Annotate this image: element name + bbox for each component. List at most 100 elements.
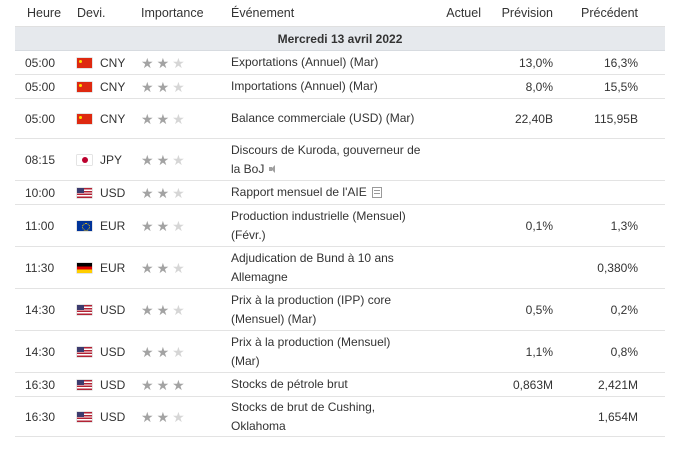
event-row[interactable]: 16:30 USD ★ ★ ★ Stocks de brut de Cushing, Ok… — [15, 397, 665, 437]
event-row[interactable]: 05:00 CNY ★ ★ ★ Importations (Annuel) (Mar) 8,… — [15, 75, 665, 99]
event-name[interactable]: Adjudication de Bund à 10 ans Allemagne — [231, 250, 394, 284]
event-currency: JPY — [100, 152, 123, 167]
event-name[interactable]: Prix à la production (Mensuel) (Mar) — [231, 334, 391, 368]
event-currency: USD — [100, 185, 126, 200]
event-currency: CNY — [100, 79, 126, 94]
event-time: 16:30 — [25, 409, 56, 424]
event-row[interactable]: 14:30 USD ★ ★ ★ Prix à la production (IPP) co… — [15, 289, 665, 331]
event-name[interactable]: Stocks de pétrole brut — [231, 377, 348, 391]
event-row[interactable]: 05:00 CNY ★ ★ ★ Balance commerciale (USD) (Ma… — [15, 99, 665, 139]
event-previous: 115,95B — [594, 111, 638, 126]
star-empty-icon: ★ — [172, 184, 185, 201]
star-filled-icon: ★ — [141, 151, 154, 168]
economic-calendar: Heure Devi. Importance Événement Actuel … — [15, 0, 665, 437]
event-name-cell: Prix à la production (Mensuel) (Mar) — [231, 333, 426, 371]
event-importance: ★ ★ ★ — [141, 410, 231, 424]
event-row[interactable]: 11:30 EUR ★ ★ ★ Adjudication de Bund à 10 ans… — [15, 247, 665, 289]
event-importance: ★ ★ ★ — [141, 219, 231, 233]
star-empty-icon: ★ — [172, 78, 185, 95]
eu-flag-icon — [77, 220, 92, 231]
event-currency-cell: EUR — [75, 219, 141, 233]
event-forecast: 8,0% — [525, 79, 553, 94]
document-icon — [371, 187, 382, 199]
star-filled-icon: ★ — [156, 110, 170, 127]
event-name[interactable]: Prix à la production (IPP) core (Mensuel… — [231, 292, 392, 326]
event-time: 14:30 — [25, 302, 56, 317]
event-previous: 2,421M — [597, 377, 638, 392]
cn-flag-icon — [77, 113, 92, 124]
us-flag-icon — [77, 187, 92, 198]
event-name[interactable]: Rapport mensuel de l'AIE — [231, 185, 367, 199]
event-row[interactable]: 08:15 JPY ★ ★ ★ Discours de Kuroda, gouverneu… — [15, 139, 665, 181]
event-importance: ★ ★ ★ — [141, 378, 231, 392]
event-previous: 0,8% — [610, 344, 638, 359]
star-filled-icon: ★ — [141, 110, 154, 127]
event-currency-cell: JPY — [75, 153, 141, 167]
event-importance: ★ ★ ★ — [141, 186, 231, 200]
event-name[interactable]: Production industrielle (Mensuel) (Févr.… — [231, 208, 406, 242]
event-importance: ★ ★ ★ — [141, 112, 231, 126]
us-flag-icon — [77, 411, 92, 422]
star-filled-icon: ★ — [141, 301, 154, 318]
star-filled-icon: ★ — [156, 408, 170, 425]
star-filled-icon: ★ — [156, 78, 170, 95]
star-filled-icon: ★ — [156, 376, 170, 393]
event-time: 05:00 — [25, 79, 56, 94]
event-row[interactable]: 10:00 USD ★ ★ ★ Rapport mensuel de l'AIE — [15, 181, 665, 205]
event-row[interactable]: 11:00 EUR ★ ★ ★ Production industrielle (Mens… — [15, 205, 665, 247]
event-name-cell: Importations (Annuel) (Mar) — [231, 77, 426, 96]
event-forecast: 22,40B — [514, 111, 553, 126]
event-currency-cell: EUR — [75, 261, 141, 275]
event-name-cell: Stocks de pétrole brut — [231, 375, 426, 394]
event-row[interactable]: 16:30 USD ★ ★ ★ Stocks de pétrole brut 0,863M 2… — [15, 373, 665, 397]
event-currency-cell: USD — [75, 303, 141, 317]
star-filled-icon: ★ — [141, 217, 154, 234]
event-time: 11:30 — [25, 260, 55, 275]
event-currency: EUR — [100, 260, 126, 275]
event-name[interactable]: Discours de Kuroda, gouverneur de la BoJ — [231, 142, 421, 176]
event-name-cell: Adjudication de Bund à 10 ans Allemagne — [231, 249, 426, 287]
star-filled-icon: ★ — [141, 259, 154, 276]
header-importance: Importance — [141, 6, 204, 20]
event-name-cell: Exportations (Annuel) (Mar) — [231, 53, 426, 72]
star-filled-icon: ★ — [156, 259, 170, 276]
star-empty-icon: ★ — [172, 54, 185, 71]
star-empty-icon: ★ — [172, 151, 185, 168]
us-flag-icon — [77, 304, 92, 315]
star-empty-icon: ★ — [172, 217, 185, 234]
event-previous: 1,654M — [597, 409, 638, 424]
event-previous: 1,3% — [610, 218, 638, 233]
event-row[interactable]: 14:30 USD ★ ★ ★ Prix à la production (Mensuel… — [15, 331, 665, 373]
cn-flag-icon — [77, 81, 92, 92]
star-filled-icon: ★ — [156, 343, 170, 360]
event-importance: ★ ★ ★ — [141, 56, 231, 70]
event-row[interactable]: 05:00 CNY ★ ★ ★ Exportations (Annuel) (Mar) 13… — [15, 51, 665, 75]
star-filled-icon: ★ — [172, 376, 185, 393]
star-empty-icon: ★ — [172, 408, 185, 425]
star-filled-icon: ★ — [156, 151, 170, 168]
event-importance: ★ ★ ★ — [141, 80, 231, 94]
event-name[interactable]: Stocks de brut de Cushing, Oklahoma — [231, 399, 376, 433]
event-previous: 15,5% — [603, 79, 638, 94]
us-flag-icon — [77, 346, 92, 357]
event-name[interactable]: Balance commerciale (USD) (Mar) — [231, 111, 415, 125]
event-name[interactable]: Exportations (Annuel) (Mar) — [231, 55, 379, 69]
star-filled-icon: ★ — [141, 376, 154, 393]
event-previous: 16,3% — [603, 55, 638, 70]
star-filled-icon: ★ — [141, 184, 154, 201]
star-filled-icon: ★ — [141, 78, 154, 95]
event-name-cell: Discours de Kuroda, gouverneur de la BoJ — [231, 141, 426, 179]
star-filled-icon: ★ — [141, 343, 154, 360]
star-filled-icon: ★ — [156, 54, 170, 71]
event-currency-cell: CNY — [75, 56, 141, 70]
header-actual: Actuel — [446, 6, 481, 20]
event-time: 16:30 — [25, 377, 56, 392]
star-empty-icon: ★ — [172, 259, 185, 276]
event-list: 05:00 CNY ★ ★ ★ Exportations (Annuel) (Mar) 13… — [15, 51, 665, 437]
header-currency: Devi. — [77, 6, 106, 20]
star-filled-icon: ★ — [141, 408, 154, 425]
star-empty-icon: ★ — [172, 110, 185, 127]
event-previous: 0,380% — [597, 260, 638, 275]
event-importance: ★ ★ ★ — [141, 153, 231, 167]
event-name[interactable]: Importations (Annuel) (Mar) — [231, 79, 378, 93]
